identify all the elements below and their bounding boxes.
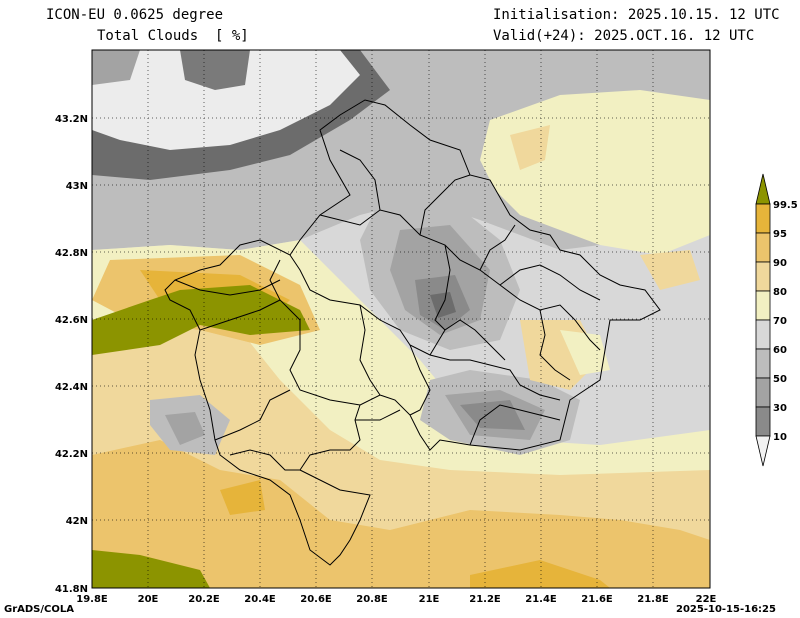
x-tick-label: 19.8E [76,594,108,605]
colorbar-label: 60 [773,345,787,356]
y-tick-label: 42.6N [55,315,88,326]
colorbar-label: 10 [773,432,787,443]
x-axis: 19.8E 20E 20.2E 20.4E 20.6E 20.8E 21E 21… [76,594,716,605]
colorbar-top-arrow [755,173,771,205]
map-frame [91,49,711,589]
y-tick-label: 42.2N [55,449,88,460]
x-tick-label: 22E [696,594,717,605]
x-tick-label: 21.8E [637,594,669,605]
colorbar-labels: 99.5 95 90 80 70 60 50 30 10 [773,200,798,443]
x-tick-label: 20.8E [356,594,388,605]
colorbar-label: 70 [773,316,787,327]
x-tick-label: 20.2E [188,594,220,605]
colorbar-label: 99.5 [773,200,798,211]
y-tick-label: 42.8N [55,248,88,259]
colorbar-label: 50 [773,374,787,385]
colorbar-label: 95 [773,229,787,240]
x-tick-label: 20.4E [244,594,276,605]
grid [92,50,710,588]
colorbar [755,173,771,467]
footer-timestamp: 2025-10-15-16:25 [676,604,776,615]
y-tick-label: 43.2N [55,114,88,125]
colorbar-bottom-arrow [755,435,771,467]
x-tick-label: 21.2E [469,594,501,605]
x-tick-label: 21.4E [525,594,557,605]
y-axis: 43.2N 43N 42.8N 42.6N 42.4N 42.2N 42N 41… [55,114,88,595]
x-tick-label: 21.6E [581,594,613,605]
x-tick-label: 20E [138,594,159,605]
colorbar-label: 80 [773,287,787,298]
y-tick-label: 42N [66,516,88,527]
x-tick-label: 21E [419,594,440,605]
borders [164,99,661,566]
colorbar-label: 30 [773,403,787,414]
variable-title: Total Clouds [ %] [97,28,249,44]
model-title: ICON-EU 0.0625 degree [46,7,224,23]
y-tick-label: 41.8N [55,584,88,595]
footer-credit: GrADS/COLA [4,604,74,615]
init-time: Initialisation: 2025.10.15. 12 UTC [493,7,780,23]
valid-time: Valid(+24): 2025.OCT.16. 12 UTC [493,28,755,44]
x-tick-label: 20.6E [300,594,332,605]
y-tick-label: 42.4N [55,382,88,393]
colorbar-label: 90 [773,258,787,269]
y-tick-label: 43N [66,181,88,192]
